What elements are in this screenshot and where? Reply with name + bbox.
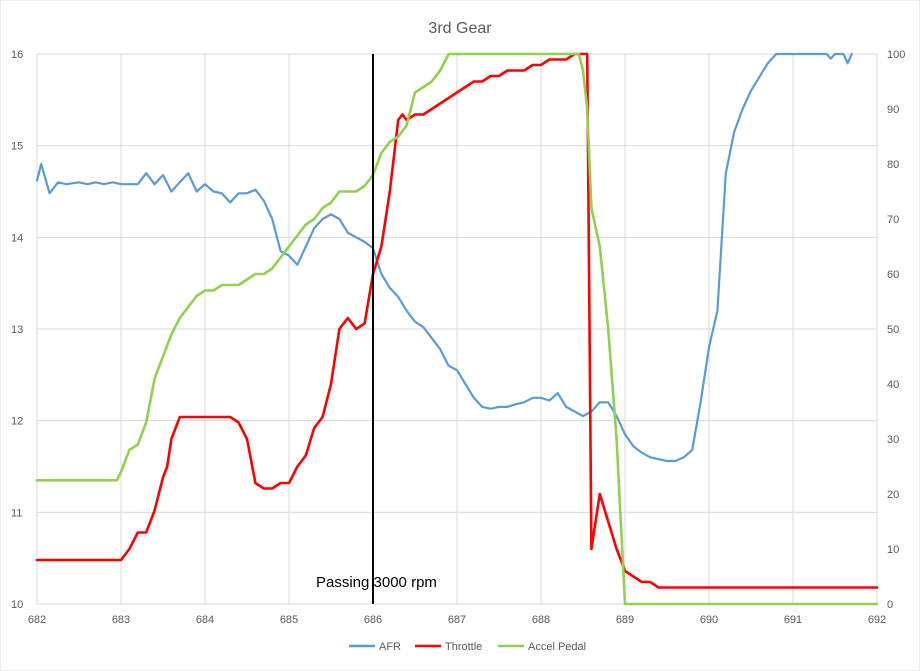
y2-tick-label: 40 xyxy=(887,379,899,391)
legend-label: Throttle xyxy=(445,641,482,653)
x-tick-label: 682 xyxy=(28,614,46,626)
x-tick-label: 684 xyxy=(196,614,214,626)
y-tick-label: 14 xyxy=(11,232,23,244)
y2-tick-label: 20 xyxy=(887,489,899,501)
y2-tick-label: 50 xyxy=(887,324,899,336)
series-line-afr xyxy=(35,52,853,463)
y-tick-label: 16 xyxy=(11,49,23,61)
y-tick-label: 11 xyxy=(11,507,22,519)
y2-tick-label: 60 xyxy=(887,269,899,281)
legend-label: AFR xyxy=(379,641,401,653)
x-tick-label: 687 xyxy=(448,614,466,626)
y2-tick-label: 100 xyxy=(887,49,905,61)
y2-tick-label: 90 xyxy=(887,104,899,116)
chart-title: 3rd Gear xyxy=(428,20,492,37)
x-tick-label: 683 xyxy=(112,614,130,626)
y-tick-label: 13 xyxy=(11,324,23,336)
y2-tick-label: 30 xyxy=(887,434,899,446)
y-tick-label: 12 xyxy=(11,416,23,428)
y-tick-label: 10 xyxy=(11,599,23,611)
axis-labels: 10 11 12 13 14 15 16 0 10 20 30 40 50 60 70 80 90 100 682 6… xyxy=(11,49,905,626)
x-tick-label: 686 xyxy=(364,614,382,626)
y2-tick-label: 0 xyxy=(887,599,893,611)
y2-tick-label: 80 xyxy=(887,159,899,171)
legend-label: Accel Pedal xyxy=(528,641,586,653)
annotation-label: Passing 3000 rpm xyxy=(316,574,437,591)
y2-tick-label: 70 xyxy=(887,214,899,226)
x-tick-label: 685 xyxy=(280,614,298,626)
series-line-throttle xyxy=(35,52,879,589)
annotation-group: Passing 3000 rpm xyxy=(316,54,437,604)
y-tick-label: 15 xyxy=(11,141,23,153)
x-tick-label: 689 xyxy=(616,614,634,626)
x-tick-label: 690 xyxy=(700,614,718,626)
series-lines xyxy=(35,52,879,606)
y2-tick-label: 10 xyxy=(887,544,899,556)
x-tick-label: 691 xyxy=(784,614,802,626)
x-tick-label: 688 xyxy=(532,614,550,626)
series-line-accel-pedal xyxy=(35,52,879,606)
legend: AFR Throttle Accel Pedal xyxy=(349,641,586,653)
x-tick-label: 692 xyxy=(868,614,886,626)
